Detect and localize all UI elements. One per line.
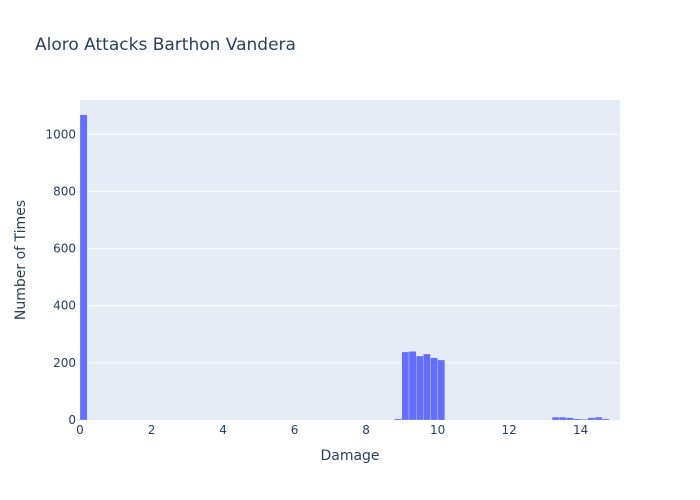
y-axis-ticks: 0 200 400 600 800 1000	[45, 127, 76, 427]
y-tick-label: 600	[53, 242, 76, 256]
x-tick-label: 6	[291, 423, 299, 437]
x-tick-label: 0	[76, 423, 84, 437]
histogram-bar	[416, 355, 424, 421]
histogram-bar	[573, 418, 581, 421]
histogram-bar	[408, 351, 417, 421]
plot-area	[80, 100, 620, 420]
x-tick-label: 14	[573, 423, 588, 437]
y-tick-label: 0	[68, 413, 76, 427]
histogram-bar	[437, 359, 445, 421]
histogram-bar	[559, 416, 567, 421]
y-tick-label: 800	[53, 184, 76, 198]
chart-title: Aloro Attacks Barthon Vandera	[35, 35, 296, 55]
histogram-bar	[601, 418, 610, 421]
x-tick-label: 4	[219, 423, 227, 437]
gridlines	[80, 133, 620, 364]
histogram-bar	[423, 353, 431, 421]
x-axis-label: Damage	[320, 448, 379, 464]
histogram-bar	[566, 417, 574, 421]
bars	[79, 114, 610, 421]
x-tick-label: 2	[148, 423, 156, 437]
histogram-bar	[394, 418, 403, 421]
y-tick-label: 200	[53, 356, 76, 370]
histogram-bar	[551, 416, 560, 421]
histogram-bar	[587, 417, 596, 421]
histogram-bar	[430, 357, 438, 421]
x-axis-ticks: 0 2 4 6 8 10 12 14	[76, 423, 588, 437]
y-tick-label: 400	[53, 299, 76, 313]
y-axis-label: Number of Times	[13, 200, 29, 320]
histogram-bar	[79, 114, 88, 421]
x-tick-label: 8	[362, 423, 370, 437]
x-tick-label: 12	[501, 423, 516, 437]
histogram-bar	[594, 416, 603, 421]
x-tick-label: 10	[430, 423, 445, 437]
y-tick-label: 1000	[45, 127, 76, 141]
histogram-bar	[580, 418, 588, 421]
histogram-bar	[401, 351, 410, 421]
